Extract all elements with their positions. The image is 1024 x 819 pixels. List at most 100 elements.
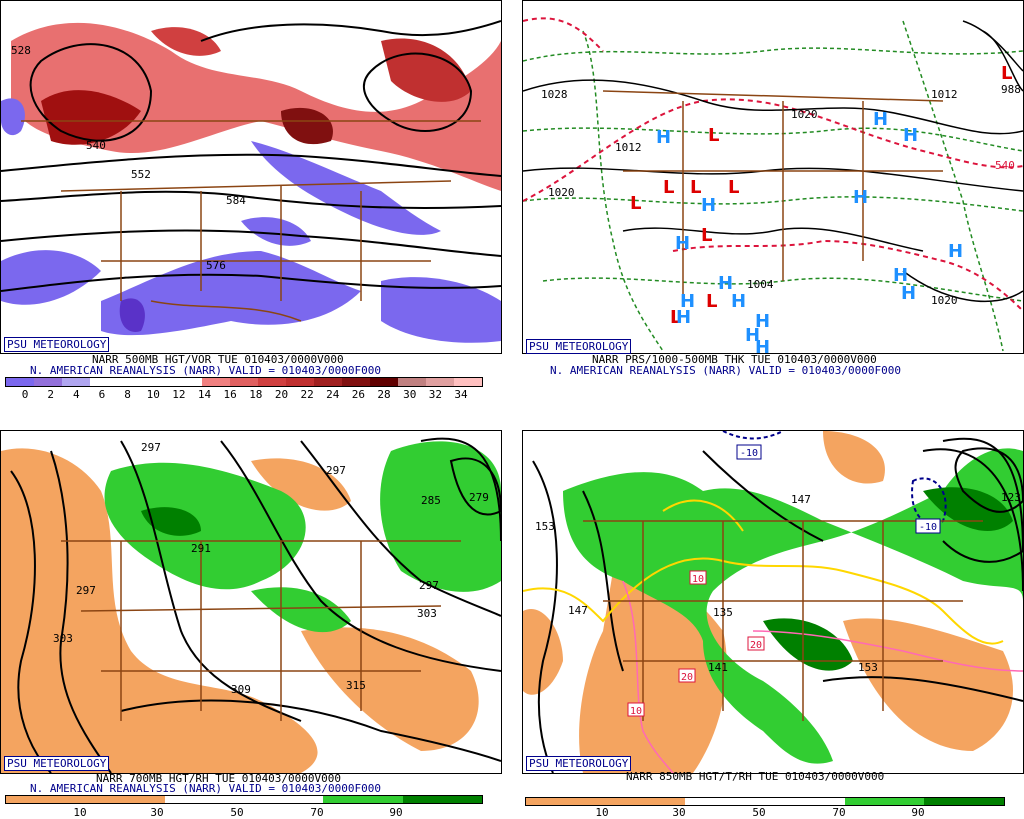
- colorbar-swatch: [286, 378, 314, 386]
- isobar-label: 1012: [615, 141, 642, 154]
- psu-meteorology-badge: PSU METEOROLOGY: [526, 756, 632, 771]
- colorbar-swatch: [924, 798, 1005, 805]
- colorbar-tick-label: 12: [172, 388, 186, 401]
- caption-title: NARR PRS/1000-500MB THK TUE 010403/0000V…: [592, 353, 877, 366]
- colorbar-tick-label: 50: [230, 806, 244, 819]
- thickness-label: 540: [995, 159, 1015, 172]
- colorbar-tick-label: 26: [351, 388, 366, 401]
- colorbar-swatch: [258, 378, 286, 386]
- colorbar-tick-label: 2: [47, 388, 54, 401]
- colorbar-tick-label: 50: [752, 806, 766, 819]
- low-marker: L: [670, 307, 681, 328]
- map-500mb: 528 584 576 552 540: [0, 0, 502, 354]
- psu-meteorology-badge: PSU METEOROLOGY: [4, 756, 110, 771]
- low-marker: L: [690, 177, 701, 198]
- colorbar-swatch: [370, 378, 398, 386]
- caption-title: NARR 850MB HGT/T/RH TUE 010403/0000V000: [626, 770, 885, 783]
- low-marker: L: [706, 291, 717, 312]
- colorbar-tick-label: 18: [249, 388, 263, 401]
- temp-label: 10: [630, 706, 642, 717]
- height-label: 297: [141, 441, 161, 454]
- colorbar-swatch: [844, 798, 925, 805]
- temp-label: -10: [740, 448, 758, 459]
- colorbar-swatch: [90, 378, 118, 386]
- panel-850mb-hgt-t-rh: 153 147 141 135 147 153 123 -10 -10 10 2…: [522, 430, 1024, 819]
- contour-label: 552: [131, 168, 151, 181]
- temp-label: 20: [681, 672, 693, 683]
- caption-valid: N. AMERICAN REANALYSIS (NARR) VALID = 01…: [30, 364, 381, 377]
- psu-meteorology-badge: PSU METEOROLOGY: [526, 339, 632, 354]
- high-marker: H: [676, 307, 691, 328]
- caption-valid: N. AMERICAN REANALYSIS (NARR) VALID = 01…: [550, 364, 901, 377]
- colorbar-tick-label: 6: [98, 388, 106, 401]
- temp-label: 10: [692, 574, 704, 585]
- colorbar-rh: [5, 795, 483, 804]
- height-label: 141: [708, 661, 728, 674]
- colorbar-swatch: [342, 378, 370, 386]
- colorbar-swatch: [454, 378, 482, 386]
- height-label: 303: [417, 607, 437, 620]
- colorbar-tick-label: 70: [832, 806, 846, 819]
- height-label: 315: [346, 679, 366, 692]
- low-marker: L: [708, 125, 719, 146]
- high-marker: H: [731, 291, 746, 312]
- low-marker: L: [630, 193, 641, 214]
- isobar-label: 1020: [548, 186, 575, 199]
- low-marker: L: [663, 177, 674, 198]
- colorbar-rh: [525, 797, 1005, 806]
- colorbar-swatch: [174, 378, 202, 386]
- colorbar-tick-label: 8: [124, 388, 131, 401]
- colorbar-tick-label: 10: [146, 388, 160, 401]
- height-label: 135: [713, 606, 733, 619]
- high-marker: H: [755, 337, 770, 353]
- colorbar-swatch: [323, 796, 403, 803]
- colorbar-tick-label: 30: [403, 388, 417, 401]
- colorbar-swatch: [85, 796, 165, 803]
- caption-valid: N. AMERICAN REANALYSIS (NARR) VALID = 01…: [30, 782, 381, 795]
- colorbar-tick-label: 0: [21, 388, 29, 401]
- colorbar-swatch: [118, 378, 146, 386]
- colorbar-swatch: [426, 378, 454, 386]
- colorbar-tick-label: 10: [73, 806, 87, 819]
- colorbar-swatch: [243, 796, 324, 803]
- high-marker: H: [745, 325, 760, 346]
- colorbar-vorticity: [5, 377, 483, 387]
- height-label: 147: [791, 493, 811, 506]
- high-marker: H: [893, 265, 908, 286]
- map-700mb: 297 297 291 285 279 297 303 303 309 315 …: [0, 430, 502, 774]
- colorbar-swatch: [314, 378, 342, 386]
- height-label: 291: [191, 542, 211, 555]
- temp-label: -10: [919, 522, 937, 533]
- colorbar-tick-label: 16: [223, 388, 237, 401]
- panel-500mb-vorticity: 528 584 576 552 540 PSU METEOROLOGY NARR…: [0, 0, 502, 401]
- colorbar-tick-label: 28: [377, 388, 391, 401]
- high-marker: H: [680, 291, 695, 312]
- height-label: 285: [421, 494, 441, 507]
- map-850mb: 153 147 141 135 147 153 123 -10 -10 10 2…: [522, 430, 1024, 774]
- colorbar-tick-label: 32: [428, 388, 442, 401]
- high-marker: H: [701, 195, 716, 216]
- colorbar-swatch: [62, 378, 90, 386]
- colorbar-tick-label: 4: [72, 388, 80, 401]
- colorbar-swatch: [6, 378, 34, 386]
- colorbar-tick-label: 24: [326, 388, 340, 401]
- low-marker: L: [728, 177, 739, 198]
- colorbar-tick-label: 10: [595, 806, 609, 819]
- map-850mb-svg: 153 147 141 135 147 153 123 -10 -10 10 2…: [523, 431, 1023, 773]
- colorbar-swatch: [402, 796, 482, 803]
- colorbar-tick-label: 70: [310, 806, 324, 819]
- map-pressure: L L L L L L L L L H H H H H H H H H H H: [522, 0, 1024, 354]
- isobar-label: 1004: [747, 278, 774, 291]
- high-marker: H: [853, 187, 868, 208]
- caption-title: NARR 700MB HGT/RH TUE 010403/0000V000: [96, 772, 342, 785]
- high-marker: H: [656, 127, 671, 148]
- temp-label: 20: [750, 640, 762, 651]
- colorbar-tick-label: 14: [197, 388, 212, 401]
- high-marker: H: [873, 109, 888, 130]
- height-label: 153: [858, 661, 878, 674]
- high-marker: H: [755, 311, 770, 332]
- contour-label: 576: [206, 259, 226, 272]
- psu-meteorology-badge: PSU METEOROLOGY: [4, 337, 110, 352]
- height-label: 297: [76, 584, 96, 597]
- height-label: 297: [419, 579, 439, 592]
